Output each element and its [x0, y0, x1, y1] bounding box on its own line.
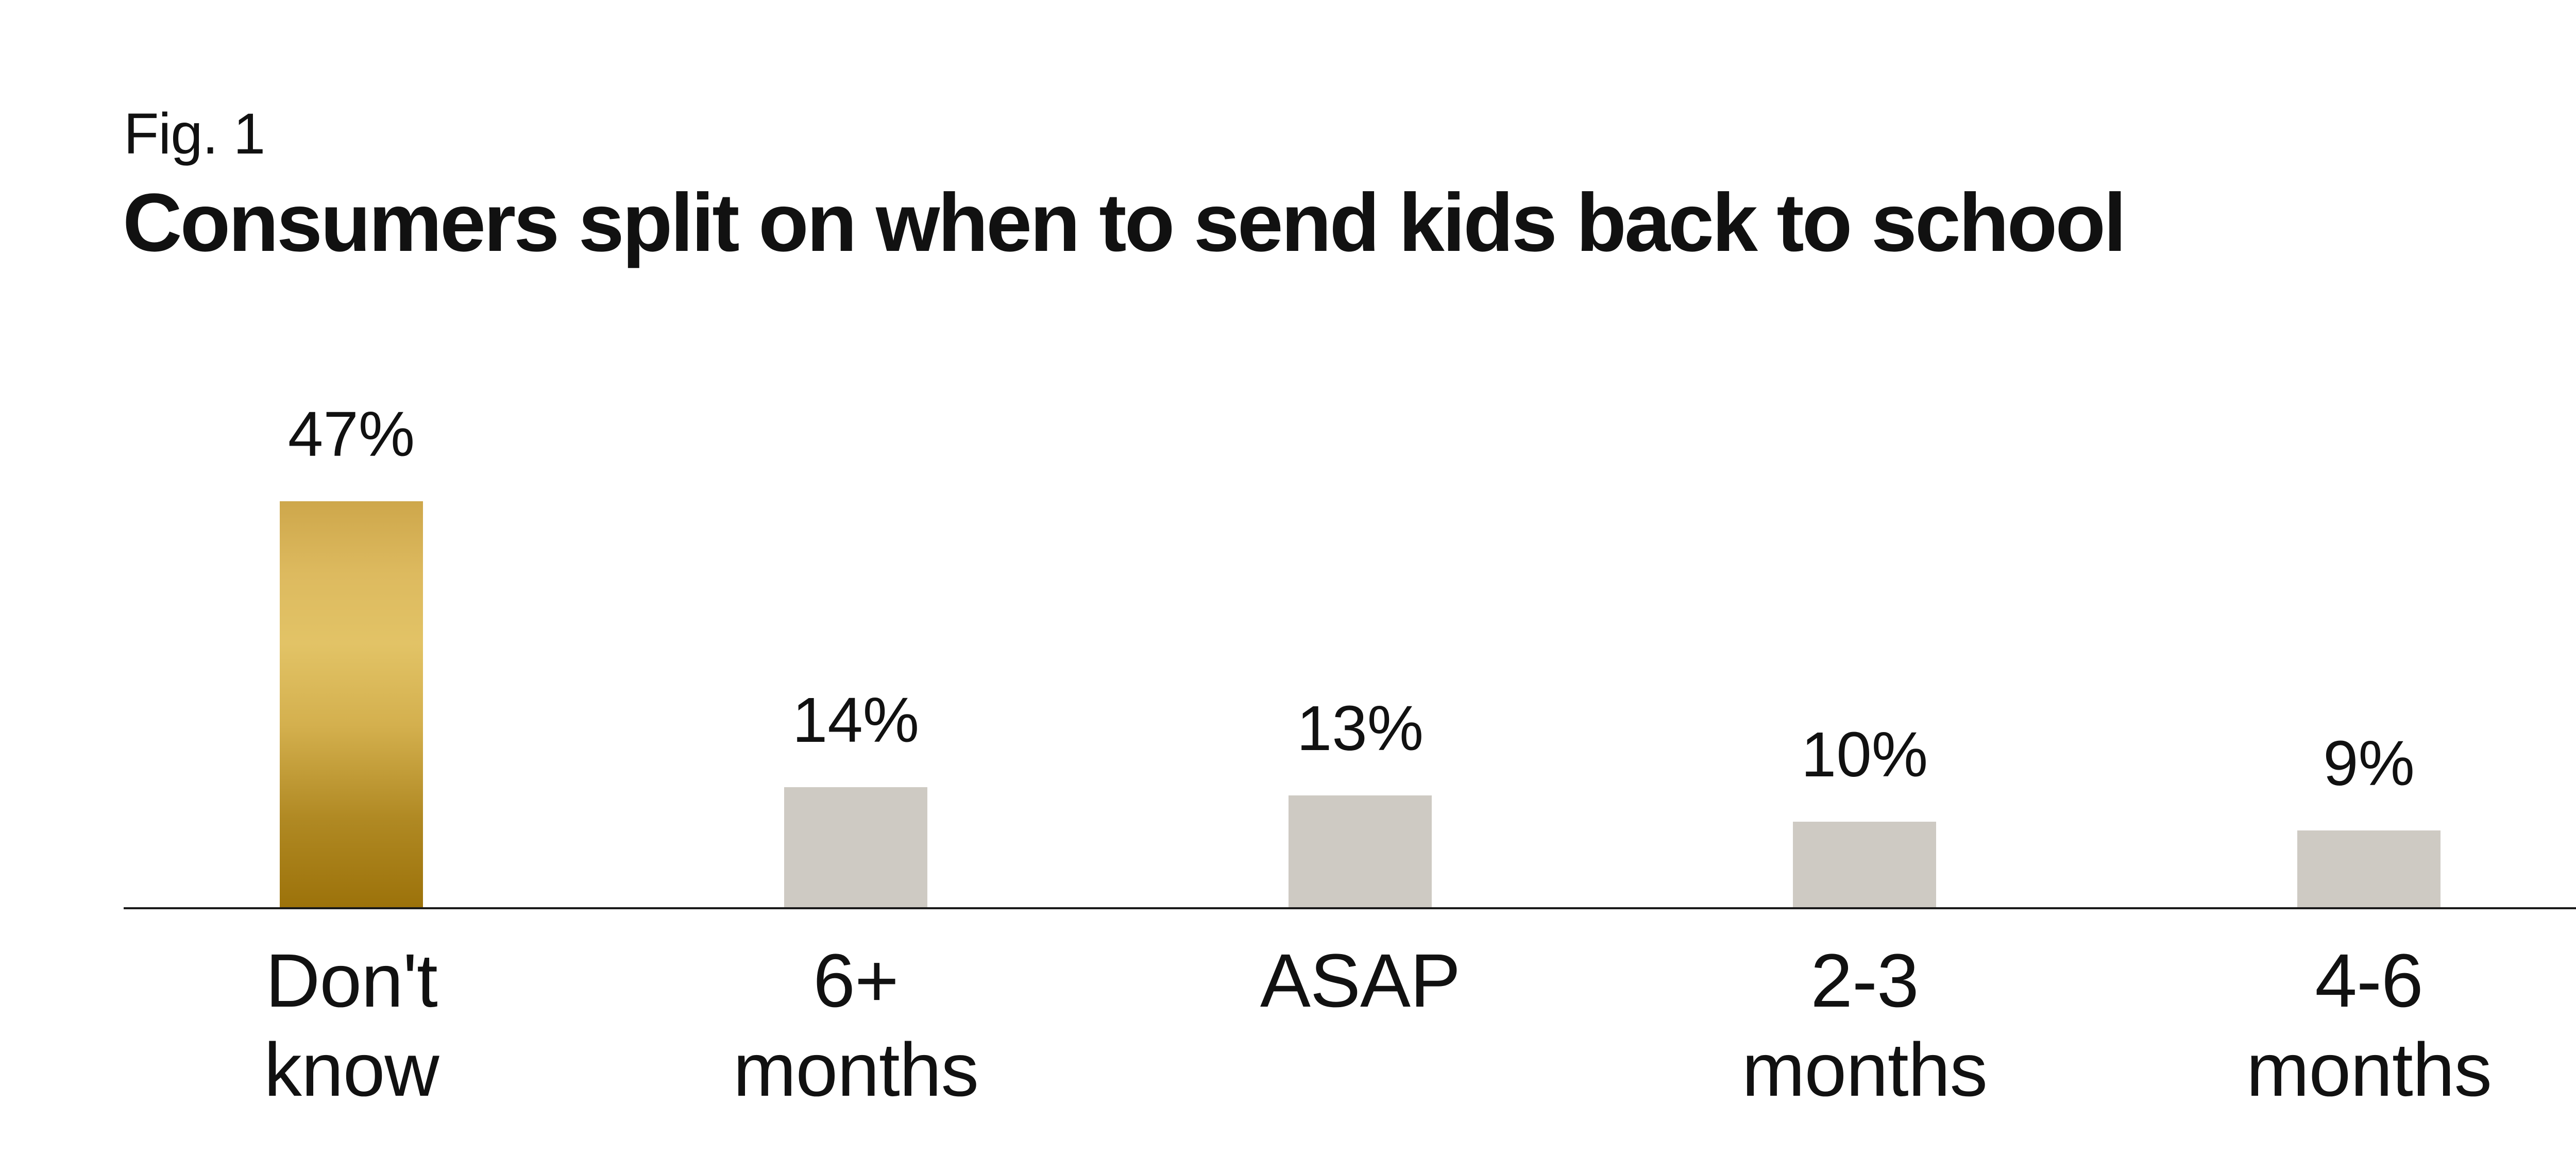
bar-6-months	[784, 787, 927, 908]
category-label-don-t-know: Don't know	[264, 939, 439, 1112]
value-label-6-months: 14%	[792, 685, 920, 756]
bar-4-6-months	[2297, 830, 2441, 908]
value-label-2-3-months: 10%	[1801, 720, 1928, 790]
figure-number-label: Fig. 1	[124, 101, 265, 166]
x-axis-line	[124, 907, 2576, 909]
value-label-asap: 13%	[1296, 693, 1424, 764]
bar-asap	[1289, 795, 1432, 908]
value-label-don-t-know: 47%	[287, 399, 415, 470]
category-label-2-3-months: 2-3 months	[1741, 939, 1988, 1112]
chart-title: Consumers split on when to send kids bac…	[123, 176, 2127, 268]
bar-2-3-months	[1793, 822, 1936, 908]
value-label-4-6-months: 9%	[2323, 728, 2415, 799]
bar-don-t-know	[280, 501, 423, 908]
category-label-6-months: 6+ months	[733, 939, 979, 1112]
category-label-asap: ASAP	[1260, 939, 1461, 1023]
category-label-4-6-months: 4-6 months	[2246, 939, 2492, 1112]
